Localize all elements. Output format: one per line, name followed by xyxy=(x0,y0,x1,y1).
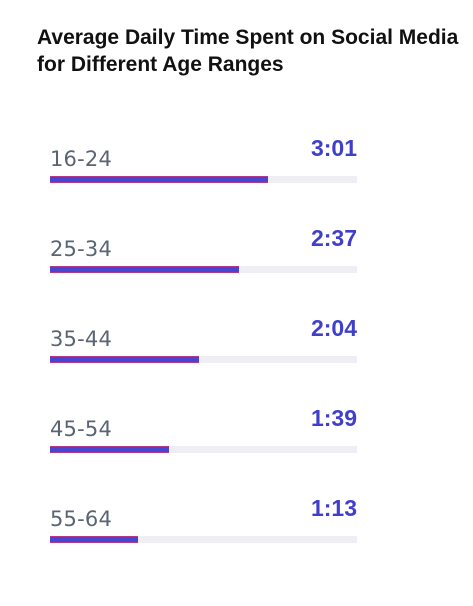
bar-track xyxy=(50,266,357,273)
value-label: 1:39 xyxy=(310,405,357,431)
bar xyxy=(50,446,169,453)
bar-track xyxy=(50,446,357,453)
chart-title: Average Daily Time Spent on Social Media… xyxy=(37,26,459,76)
bar-row: 45-54 1:39 xyxy=(50,403,357,453)
bar xyxy=(50,536,138,543)
bar xyxy=(50,356,199,363)
bar-track xyxy=(50,356,357,363)
bar-row: 35-44 2:04 xyxy=(50,313,357,363)
category-label: 45-54 xyxy=(50,417,113,441)
value-label: 2:04 xyxy=(310,315,357,341)
value-label: 2:37 xyxy=(310,225,357,251)
bar-track xyxy=(50,176,357,183)
bar xyxy=(50,266,239,273)
bar-track xyxy=(50,536,357,543)
bar-row: 16-24 3:01 xyxy=(50,133,357,183)
bar-row: 55-64 1:13 xyxy=(50,493,357,543)
value-label: 1:13 xyxy=(310,495,357,521)
category-label: 55-64 xyxy=(50,507,113,531)
category-label: 16-24 xyxy=(50,147,113,171)
category-label: 35-44 xyxy=(50,327,113,351)
bar-row: 25-34 2:37 xyxy=(50,223,357,273)
bar xyxy=(50,176,268,183)
category-label: 25-34 xyxy=(50,237,113,261)
value-label: 3:01 xyxy=(310,135,357,161)
